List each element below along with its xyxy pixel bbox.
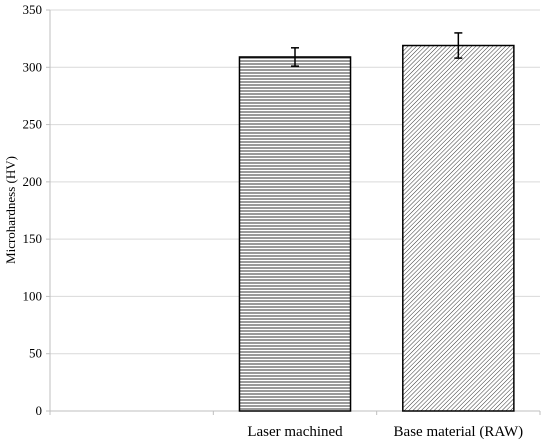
y-tick-label: 150 [23, 231, 43, 246]
y-axis-title: Microhardness (HV) [3, 156, 18, 264]
y-tick-label: 300 [23, 59, 43, 74]
category-label: Laser machined [247, 424, 343, 440]
y-tick-label: 100 [23, 288, 43, 303]
labels: 0 50 100 150 200 250 300 350 Laser machined Base … [23, 2, 524, 440]
y-tick-label: 0 [36, 403, 43, 418]
category-label: Base material (RAW) [394, 424, 524, 440]
y-tick-label: 50 [29, 346, 42, 361]
bar-base-material [402, 44, 515, 412]
bar-laser-machined [238, 56, 352, 412]
bars [238, 32, 515, 412]
y-tick-label: 350 [23, 2, 43, 17]
y-tick-label: 200 [23, 174, 43, 189]
y-tick-label: 250 [23, 117, 43, 132]
